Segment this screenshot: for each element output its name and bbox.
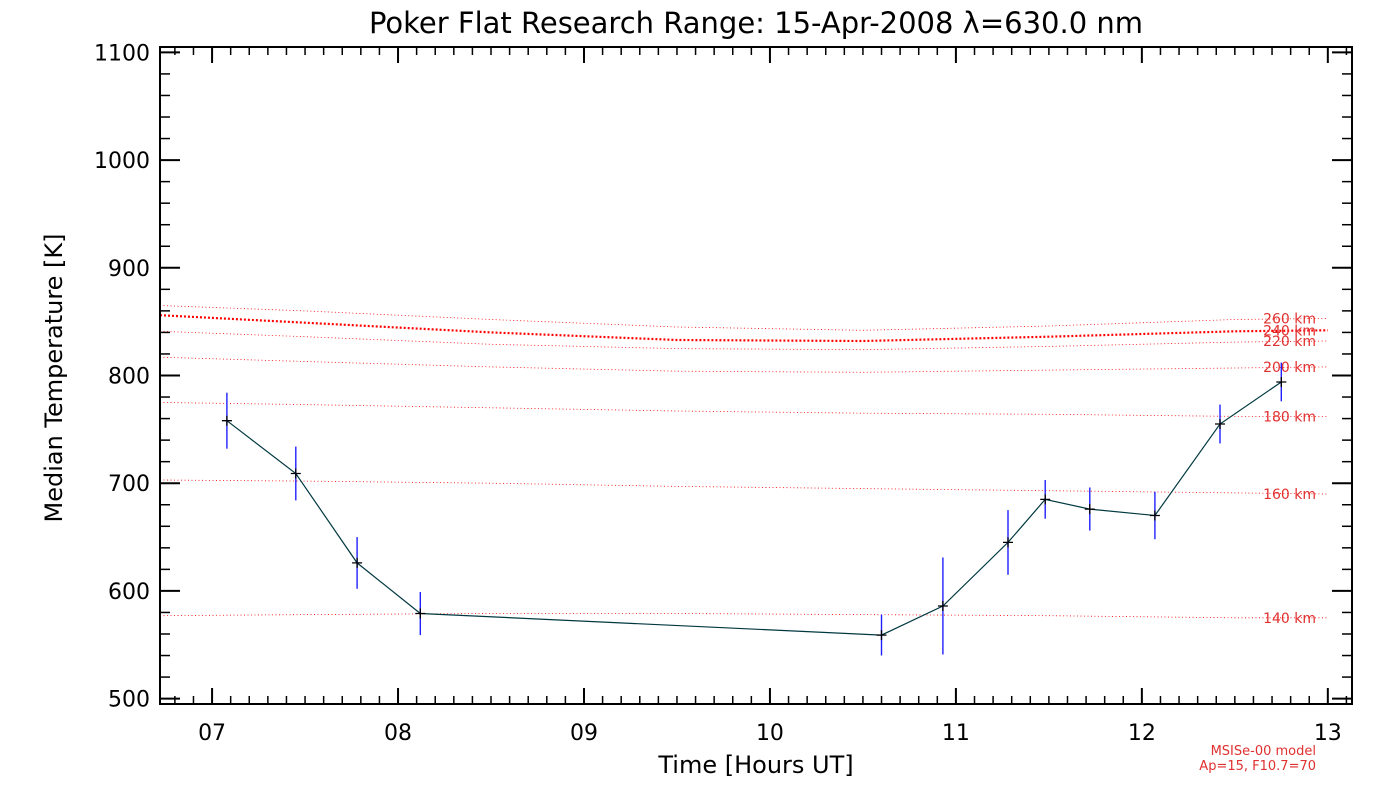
x-tick-label: 10	[756, 721, 784, 746]
data-point	[1149, 510, 1160, 521]
x-axis-label: Time [Hours UT]	[657, 751, 853, 779]
y-tick-label: 800	[108, 365, 150, 390]
model-annotation-line-2: Ap=15, F10.7=70	[1199, 759, 1316, 774]
model-curve-label: 260 km	[1263, 311, 1316, 327]
model-curve-label: 240 km	[1263, 323, 1316, 339]
data-point	[352, 557, 363, 568]
model-curve-label: 160 km	[1263, 487, 1316, 503]
model-curve-200-km	[159, 356, 1328, 373]
x-tick-label: 13	[1314, 721, 1342, 746]
plot-axes: 07 08 09 10 11 12 13 500 600 700 800 900 1000 1100	[94, 41, 1353, 746]
data-point	[876, 630, 887, 641]
model-curve-label: 200 km	[1263, 360, 1316, 376]
data-point	[1276, 377, 1287, 387]
data-point	[290, 468, 301, 479]
data-point	[1003, 537, 1013, 548]
measurement-series	[221, 362, 1287, 656]
data-point	[415, 608, 426, 619]
model-curve-label: 180 km	[1263, 409, 1316, 425]
x-tick-label: 07	[198, 721, 226, 746]
model-curve-label: 220 km	[1263, 334, 1316, 350]
model-curve-260-km	[159, 305, 1328, 331]
data-point	[937, 601, 948, 611]
model-curve-140-km	[159, 613, 1328, 619]
data-point	[1040, 494, 1051, 505]
x-tick-label: 11	[942, 721, 970, 746]
y-tick-label: 700	[108, 472, 150, 497]
y-tick-label: 900	[108, 257, 150, 282]
model-curve-label: 140 km	[1263, 611, 1316, 627]
measurement-line	[226, 381, 1282, 636]
plot-frame	[159, 46, 1353, 705]
x-tick-label: 12	[1128, 721, 1156, 746]
data-point	[1084, 504, 1095, 515]
y-tick-label: 500	[108, 688, 150, 713]
model-curve-240-km	[159, 314, 1328, 343]
x-tick-label: 08	[384, 721, 412, 746]
model-annotation-line-1: MSISe-00 model	[1211, 744, 1316, 759]
y-tick-label: 1100	[94, 41, 150, 66]
model-curve-180-km	[159, 402, 1328, 417]
data-point	[1215, 419, 1225, 429]
data-point	[221, 415, 232, 426]
chart-title: Poker Flat Research Range: 15-Apr-2008 λ…	[369, 6, 1143, 40]
model-curve-160-km	[159, 479, 1328, 495]
x-tick-label: 09	[570, 721, 598, 746]
y-tick-label: 1000	[94, 149, 150, 174]
y-tick-label: 600	[108, 580, 150, 605]
y-axis-label: Median Temperature [K]	[40, 233, 68, 522]
